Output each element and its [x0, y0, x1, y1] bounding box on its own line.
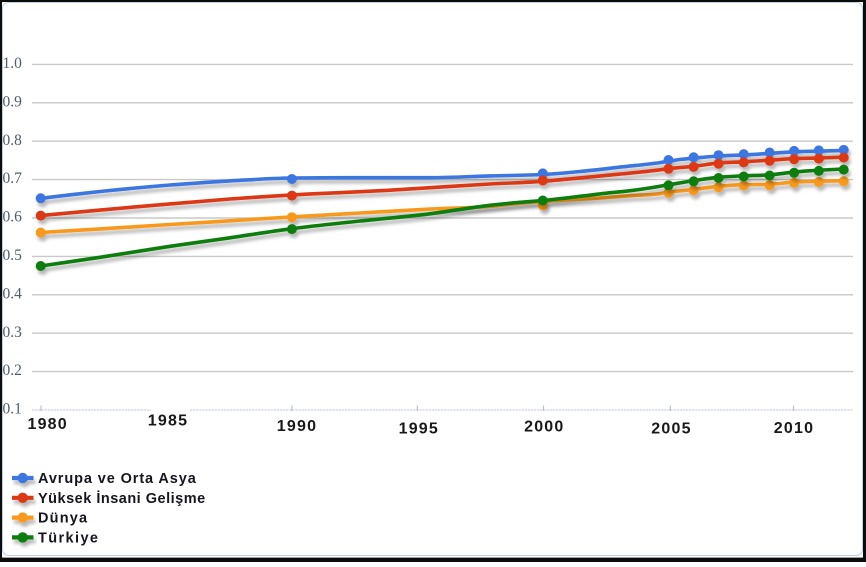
svg-text:0.9: 0.9 [3, 93, 23, 110]
svg-text:1995: 1995 [399, 420, 439, 437]
svg-text:Dünya: Dünya [38, 511, 88, 527]
svg-text:0.1: 0.1 [3, 401, 22, 418]
svg-text:Avrupa ve Orta Asya: Avrupa ve Orta Asya [38, 471, 197, 487]
svg-text:0.6: 0.6 [3, 209, 23, 226]
svg-text:2005: 2005 [651, 421, 691, 438]
svg-text:0.4: 0.4 [3, 285, 23, 302]
svg-text:1985: 1985 [148, 413, 188, 430]
svg-text:0.7: 0.7 [3, 170, 23, 187]
svg-text:0.2: 0.2 [3, 362, 22, 379]
svg-text:2000: 2000 [524, 418, 564, 435]
svg-text:2010: 2010 [774, 420, 814, 437]
svg-text:0.3: 0.3 [3, 324, 23, 341]
svg-text:1980: 1980 [27, 416, 67, 433]
svg-text:1.0: 1.0 [3, 55, 23, 72]
svg-text:1990: 1990 [277, 418, 317, 435]
svg-text:Türkiye: Türkiye [38, 531, 99, 547]
svg-text:Yüksek İnsani Gelişme: Yüksek İnsani Gelişme [38, 490, 206, 507]
svg-text:0.5: 0.5 [3, 247, 23, 264]
svg-text:0.8: 0.8 [3, 132, 23, 149]
